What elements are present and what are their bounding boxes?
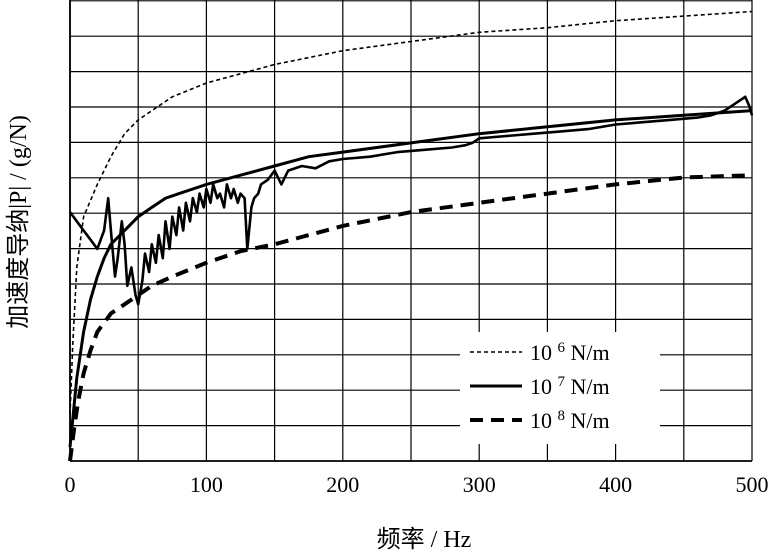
- x-tick-label: 0: [65, 472, 76, 497]
- x-tick-label: 100: [190, 472, 223, 497]
- x-tick-label: 300: [463, 472, 496, 497]
- x-axis-label: 频率 / Hz: [377, 526, 472, 553]
- series-line-0: [69, 10, 753, 415]
- series-line-2: [68, 95, 754, 306]
- legend-label: 10 6 N/m: [530, 340, 610, 365]
- x-tick-labels: 0 100 200 300 400 500: [65, 472, 769, 497]
- x-tick-label: 500: [736, 472, 769, 497]
- series-line-1: [68, 109, 753, 448]
- plot-area: [68, 10, 754, 462]
- legend-label: 10 7 N/m: [530, 374, 610, 399]
- x-tick-label: 200: [326, 472, 359, 497]
- legend: 10 6 N/m 10 7 N/m 10 8 N/m: [460, 332, 660, 444]
- legend-background: [460, 332, 660, 444]
- legend-label: 10 8 N/m: [530, 408, 610, 433]
- y-axis-label: 加速度导纳|P| / (g/N): [5, 115, 32, 329]
- x-tick-label: 400: [599, 472, 632, 497]
